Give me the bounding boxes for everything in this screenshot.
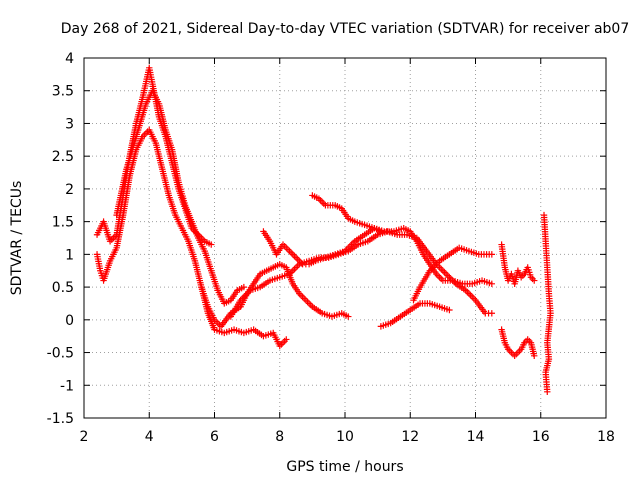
x-tick-label: 18 (597, 429, 615, 445)
data-point (286, 247, 293, 255)
data-point (531, 277, 538, 284)
x-axis-label: GPS time / hours (286, 459, 403, 475)
data-point (208, 241, 215, 248)
data-point (240, 283, 248, 291)
series-arc-d (198, 283, 290, 350)
data-point (279, 339, 287, 346)
x-tick-label: 2 (80, 429, 89, 445)
x-tick-label: 6 (210, 429, 219, 445)
series-arc-k (498, 326, 538, 360)
series-arc-h (377, 300, 453, 330)
series-arc-g (309, 192, 496, 288)
data-point (544, 388, 551, 396)
data-point (446, 274, 453, 281)
axis-ticks: 2 4 6 8 10 12 14 16 18 -1.5 -1 -0.5 0 0.5 1 1.5 2 2.5 3 3.5… (47, 51, 615, 445)
data-point (349, 239, 357, 247)
data-point (464, 288, 471, 296)
grid (84, 58, 606, 418)
y-tick-label: 1.5 (52, 215, 74, 231)
data-point (297, 259, 305, 266)
data-point (508, 349, 515, 356)
data-point (302, 296, 310, 304)
data-point (469, 293, 476, 301)
data-point (283, 336, 290, 343)
y-tick-label: 4 (65, 51, 74, 67)
y-tick-label: -1.5 (47, 411, 74, 427)
y-tick-label: 2 (65, 182, 74, 198)
data-point (438, 265, 445, 273)
data-point (436, 274, 443, 281)
data-point (318, 198, 326, 206)
x-tick-label: 14 (467, 429, 485, 445)
y-tick-label: 0 (65, 313, 74, 329)
data-point (297, 292, 305, 299)
x-tick-label: 4 (145, 429, 154, 445)
data-point (292, 264, 300, 271)
data-point (292, 254, 300, 261)
series-arc-c (113, 87, 248, 307)
data-point (531, 352, 538, 360)
data-point (110, 234, 117, 242)
data-point (511, 352, 518, 360)
x-tick-label: 12 (401, 429, 419, 445)
y-tick-label: 2.5 (52, 149, 74, 165)
y-axis-label: SDTVAR / TECUs (9, 181, 25, 296)
data-point (307, 301, 314, 309)
data-point (442, 270, 450, 278)
y-tick-label: 0.5 (52, 280, 74, 296)
data-point (467, 292, 474, 299)
data-point (488, 280, 496, 288)
x-tick-label: 10 (336, 429, 354, 445)
data-point (438, 275, 445, 283)
chart-title: Day 268 of 2021, Sidereal Day-to-day VTE… (61, 21, 630, 37)
series-arc-i (410, 244, 496, 304)
data-point (320, 200, 327, 207)
data-point (436, 264, 443, 271)
x-tick-label: 16 (532, 429, 550, 445)
data-point (439, 267, 447, 274)
data-point (513, 350, 520, 358)
data-point (470, 295, 478, 302)
series-arc-e (227, 228, 496, 320)
data-point (514, 349, 522, 356)
data-point (446, 306, 453, 314)
data-point (305, 300, 313, 307)
data-point (299, 293, 306, 301)
data-point (142, 130, 150, 137)
data-point (284, 246, 292, 253)
data-point (488, 310, 496, 317)
data-point (283, 244, 290, 252)
data-point (289, 251, 296, 258)
data-point (291, 265, 298, 273)
data-point (291, 252, 298, 260)
data-point (294, 256, 301, 263)
series-arc-f (260, 224, 385, 268)
y-tick-label: 1 (65, 247, 74, 263)
data-point (488, 251, 496, 258)
data-points (93, 64, 554, 396)
x-tick-label: 8 (275, 429, 284, 445)
series-arc-l (540, 211, 554, 396)
y-tick-label: 3 (65, 116, 74, 132)
data-point (524, 336, 531, 343)
data-point (281, 337, 288, 345)
series-arc-b (93, 126, 352, 330)
data-point (289, 267, 296, 274)
data-point (345, 313, 352, 320)
data-point (301, 295, 308, 302)
y-tick-label: -1 (60, 378, 74, 394)
data-point (434, 272, 442, 279)
data-point (287, 249, 295, 256)
series-arc-j (498, 241, 538, 288)
data-point (465, 290, 473, 297)
y-tick-label: -0.5 (47, 346, 74, 362)
y-tick-label: 3.5 (52, 84, 74, 100)
data-point (304, 298, 311, 306)
data-point (441, 269, 448, 276)
